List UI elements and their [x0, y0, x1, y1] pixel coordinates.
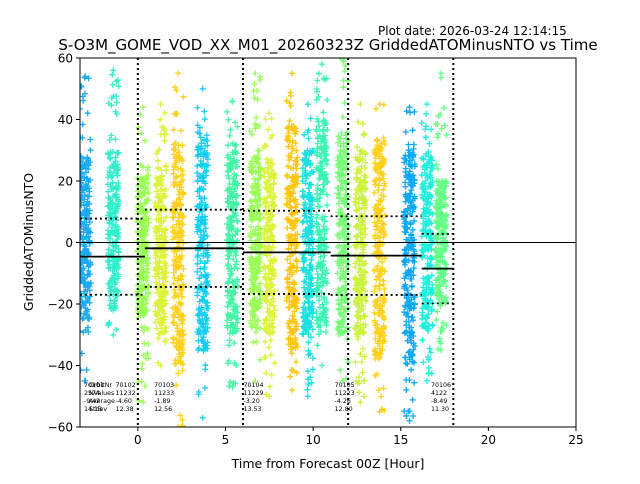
orbit-stat-70103-2: -1.89	[154, 398, 170, 405]
orbit-stat-70105-3: 12.80	[335, 406, 353, 413]
orbit-stat-70101-0: 70101	[84, 382, 104, 389]
swath-points-14	[371, 101, 389, 415]
axes: 0 5 10 15 20 25 −60 −40 −20 0 20 40 60	[48, 52, 584, 448]
y-axis-label: GriddedATOMinusNTO	[21, 173, 36, 311]
swath-12	[334, 58, 352, 384]
swath-5	[194, 85, 212, 421]
x-tick-label-3: 15	[393, 433, 408, 447]
swath-8	[260, 110, 278, 400]
x-tick-label-5: 25	[568, 433, 583, 447]
swath-15	[401, 104, 418, 424]
stat-lines-layer	[80, 58, 576, 427]
swath-points-7	[246, 70, 264, 384]
swath-points-15	[401, 104, 418, 424]
orbit-stat-70102-2: -4.60	[116, 398, 132, 405]
swath-11	[313, 61, 331, 369]
orbit-stat-70104-2: -3.20	[243, 398, 259, 405]
plot-date: Plot date: 2026-03-24 12:14:15	[378, 24, 567, 38]
swath-points-10	[299, 101, 317, 400]
swath-points-6	[224, 98, 241, 390]
x-tick-label-1: 5	[222, 433, 230, 447]
orbit-stat-70101-3: 14.13	[84, 406, 102, 413]
x-tick-label-0: 0	[134, 433, 142, 447]
stat-row-label-0: OrbitNr	[89, 382, 112, 389]
orbit-stat-70104-3: 13.53	[243, 406, 261, 413]
swath-7	[246, 70, 264, 384]
swath-6	[224, 98, 241, 390]
orbit-stat-70103-1: 11233	[154, 390, 174, 397]
y-tick-label-2: −20	[48, 298, 73, 312]
swath-2	[134, 104, 152, 406]
swath-points-8	[260, 110, 278, 400]
swath-0	[80, 73, 94, 384]
orbit-stat-70101-1: 2574	[84, 390, 100, 397]
y-tick-label-5: 40	[58, 113, 73, 127]
y-tick-label-1: −40	[48, 359, 73, 373]
swath-13	[351, 101, 369, 406]
orbit-stat-70106-1: 4122	[431, 390, 447, 397]
swath-9	[283, 70, 301, 394]
orbit-stat-70106-2: -8.49	[431, 398, 447, 405]
swath-points-1	[104, 67, 122, 338]
orbit-stat-70102-0: 70102	[116, 382, 136, 389]
swath-4	[169, 70, 187, 427]
orbit-stat-70102-1: 11232	[116, 390, 136, 397]
swath-points-4	[169, 70, 187, 427]
swath-17	[432, 70, 450, 354]
swath-16	[418, 101, 436, 384]
x-tick-label-2: 10	[305, 433, 320, 447]
swath-points-13	[351, 101, 369, 406]
orbit-stat-70102-3: 12.38	[116, 406, 134, 413]
x-tick-label-4: 20	[481, 433, 496, 447]
orbit-stat-70105-2: -4.26	[335, 398, 351, 405]
stat-row-label-3: Stdev	[89, 406, 107, 413]
swath-points-12	[334, 58, 352, 384]
orbit-stat-70104-0: 70104	[243, 382, 263, 389]
orbit-stat-70105-1: 11223	[335, 390, 355, 397]
chart-title: S-O3M_GOME_VOD_XX_M01_20260323Z GriddedA…	[58, 36, 597, 55]
swath-points-3	[152, 101, 170, 369]
stat-row-label-2: Average	[89, 398, 115, 405]
swath-points-0	[80, 73, 94, 384]
stat-row-label-1: NValues	[89, 390, 114, 397]
y-tick-label-3: 0	[65, 236, 73, 250]
swath-points-11	[313, 61, 331, 369]
swath-points-9	[283, 70, 301, 394]
y-tick-label-0: −60	[48, 421, 73, 435]
orbit-stat-70106-0: 70106	[431, 382, 451, 389]
swath-3	[152, 101, 170, 369]
swath-1	[104, 67, 122, 338]
swath-points-17	[432, 70, 450, 354]
y-tick-label-6: 60	[58, 52, 73, 66]
swath-10	[299, 101, 317, 400]
orbit-stat-70105-0: 70105	[335, 382, 355, 389]
orbit-stat-70104-1: 11229	[243, 390, 263, 397]
x-axis-label: Time from Forecast 00Z [Hour]	[231, 456, 425, 471]
orbit-stat-70103-3: 12.56	[154, 406, 172, 413]
y-tick-label-4: 20	[58, 175, 73, 189]
swath-points-16	[418, 101, 436, 384]
swath-points-5	[194, 85, 212, 421]
swath-14	[371, 101, 389, 415]
orbit-stat-70101-2: -9.42	[84, 398, 100, 405]
orbit-stat-70103-0: 70103	[154, 382, 174, 389]
orbit-stat-70106-3: 11.30	[431, 406, 449, 413]
swath-points-2	[134, 104, 152, 406]
